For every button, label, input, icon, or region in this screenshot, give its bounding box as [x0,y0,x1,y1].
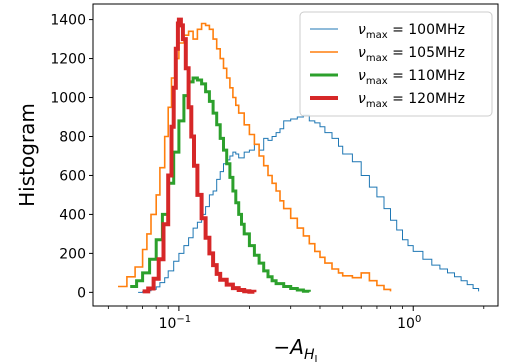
legend-label-0: νmax = 100MHz [358,22,465,41]
series-line-3 [142,17,257,294]
y-tick-label: 400 [59,207,86,223]
x-tick-label: 100 [397,314,421,332]
legend-box [299,11,493,117]
y-tick-label: 1200 [50,52,86,68]
y-tick-label: 1400 [50,13,86,29]
series-layer [118,17,480,294]
y-tick-label: 600 [59,168,86,184]
y-axis-label: Histogram [15,103,39,207]
y-tick-label: 200 [59,246,86,262]
legend: νmax = 100MHz νmax = 105MHz νmax = 110MHz ν… [299,11,493,117]
x-axis-label: −AHI [274,335,318,363]
y-tick-label: 0 [77,285,86,301]
series-line-0 [138,114,480,293]
x-tick-label: 10−1 [159,314,192,332]
ticks-layer: 0 200 400 600 800 1000 1200 1400 10−1 100 [50,13,485,332]
legend-label-1: νmax = 105MHz [358,45,465,64]
series-line-1 [118,22,392,292]
y-tick-label: 1000 [50,91,86,107]
labels-layer: −AHI Histogram [15,103,317,363]
y-tick-label: 800 [59,129,86,145]
legend-label-3: νmax = 120MHz [358,91,465,110]
legend-label-2: νmax = 110MHz [358,68,465,87]
series-line-2 [130,76,311,293]
plot-frame [92,3,499,307]
